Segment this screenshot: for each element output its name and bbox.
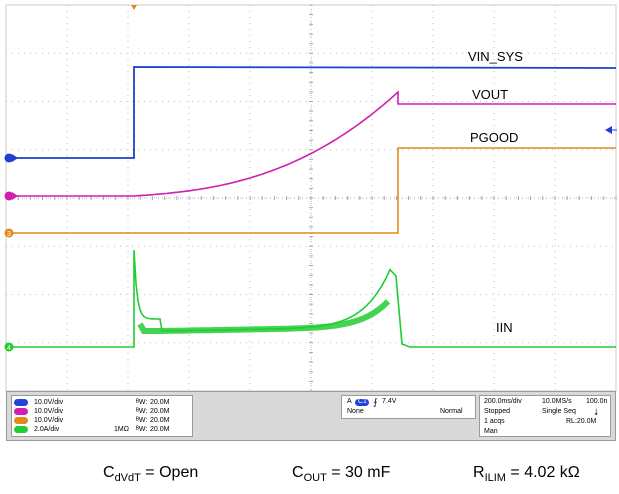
scope-status-panel: 10.0V/div ᴮW: 20.0M 10.0V/div ᴮW: 20.0M … [6,391,616,441]
vout-waveform [12,90,616,197]
c2-bandwidth: 20.0M [150,408,170,415]
trigger-level: 7.4V [382,398,397,405]
trigger-type: Normal [440,408,463,415]
channel-settings-box[interactable]: 10.0V/div ᴮW: 20.0M 10.0V/div ᴮW: 20.0M … [11,395,193,437]
acq-mode: Man [484,428,498,435]
ch3-marker-dot [4,228,14,238]
rising-edge-icon: ⨍ [373,397,378,407]
label-pgood: PGOOD [470,130,518,145]
acq-count: 1 acqs [484,418,505,425]
c1-bandwidth: 20.0M [150,399,170,406]
graticule-grid [5,4,617,392]
ch2-marker-arrow [12,192,18,200]
ref-level-arrow-icon[interactable] [605,126,612,134]
vin-sys-waveform [12,66,617,159]
arrow-down-icon: ⭣ [594,407,599,417]
plot-background [0,0,619,440]
c1-color-chip [14,399,28,406]
oscilloscope-display: VIN_SYS VOUT PGOOD IIN 3 4 [0,0,619,440]
ch3-marker-number: 3 [7,231,11,238]
c3-bw-icon: ᴮW: [136,417,148,424]
c2-scale: 10.0V/div [34,408,64,415]
resolution: 100.0n [586,398,608,405]
iin-waveform [12,249,616,348]
c3-color-chip [14,417,28,424]
ch2-ground-marker[interactable] [4,191,19,201]
cdvdt-value: = Open [140,464,199,481]
ch4-marker-number: 4 [7,345,11,352]
sample-rate: 10.0MS/s [542,398,572,405]
c4-scale: 2.0A/div [34,426,60,433]
waveform-plot: VIN_SYS VOUT PGOOD IIN 3 4 [0,0,619,440]
cdvdt-symbol: C [103,464,115,481]
channel-row-c2[interactable]: 10.0V/div ᴮW: 20.0M [14,407,190,416]
time-per-div: 200.0ms/div [484,398,522,405]
trigger-mode: A [347,398,352,405]
trigger-settings-box[interactable]: A C1 ⨍ 7.4V None Normal [341,395,476,419]
ch4-marker-dot [4,342,14,352]
cout-symbol: C [292,464,304,481]
c4-bw-icon: ᴮW: [136,426,148,433]
ch1-marker-dot [4,153,14,163]
channel-row-c3[interactable]: 10.0V/div ᴮW: 20.0M [14,416,190,425]
cout-value: = 30 mF [326,464,391,481]
channel-row-c4[interactable]: 2.0A/div 1MΩ ᴮW: 20.0M [14,425,190,434]
trigger-position-marker[interactable] [131,5,137,10]
label-iin: IIN [496,320,513,335]
trigger-source-chip [355,399,369,406]
caption-cdvdt: CdVdT = Open [103,464,198,484]
rilim-value: = 4.02 kΩ [505,464,580,481]
ch4-ground-marker[interactable]: 4 [4,342,14,353]
rilim-subscript: ILIM [484,472,506,484]
ch2-marker-dot [4,191,14,201]
ch1-ground-marker[interactable] [4,153,19,163]
channel-row-c1[interactable]: 10.0V/div ᴮW: 20.0M [14,398,190,407]
c4-bandwidth: 20.0M [150,426,170,433]
timebase-settings-box[interactable]: 200.0ms/div 10.0MS/s 100.0n Stopped Sing… [479,395,611,437]
c2-color-chip [14,408,28,415]
acq-sequence: Single Seq [542,408,576,415]
c3-bandwidth: 20.0M [150,417,170,424]
ch3-ground-marker[interactable]: 3 [4,228,14,239]
label-vout: VOUT [472,87,508,102]
c3-scale: 10.0V/div [34,417,64,424]
trigger-source: C1 [358,398,367,405]
acq-state: Stopped [484,408,511,415]
figure-caption: CdVdT = Open COUT = 30 mF RILIM = 4.02 k… [0,456,619,486]
pgood-waveform [12,147,616,234]
ch1-marker-arrow [12,154,18,162]
c4-color-chip [14,426,28,433]
c1-bw-icon: ᴮW: [136,399,148,406]
record-length: RL:20.0M [566,418,597,425]
label-vin-sys: VIN_SYS [468,49,523,64]
c1-scale: 10.0V/div [34,399,64,406]
trigger-coupling: None [347,408,364,415]
rilim-symbol: R [473,464,485,481]
cout-subscript: OUT [303,472,327,484]
c2-bw-icon: ᴮW: [136,408,148,415]
cdvdt-subscript: dVdT [114,472,141,484]
caption-cout: COUT = 30 mF [292,464,390,484]
caption-rilim: RILIM = 4.02 kΩ [473,464,580,484]
c4-impedance: 1MΩ [114,426,129,433]
